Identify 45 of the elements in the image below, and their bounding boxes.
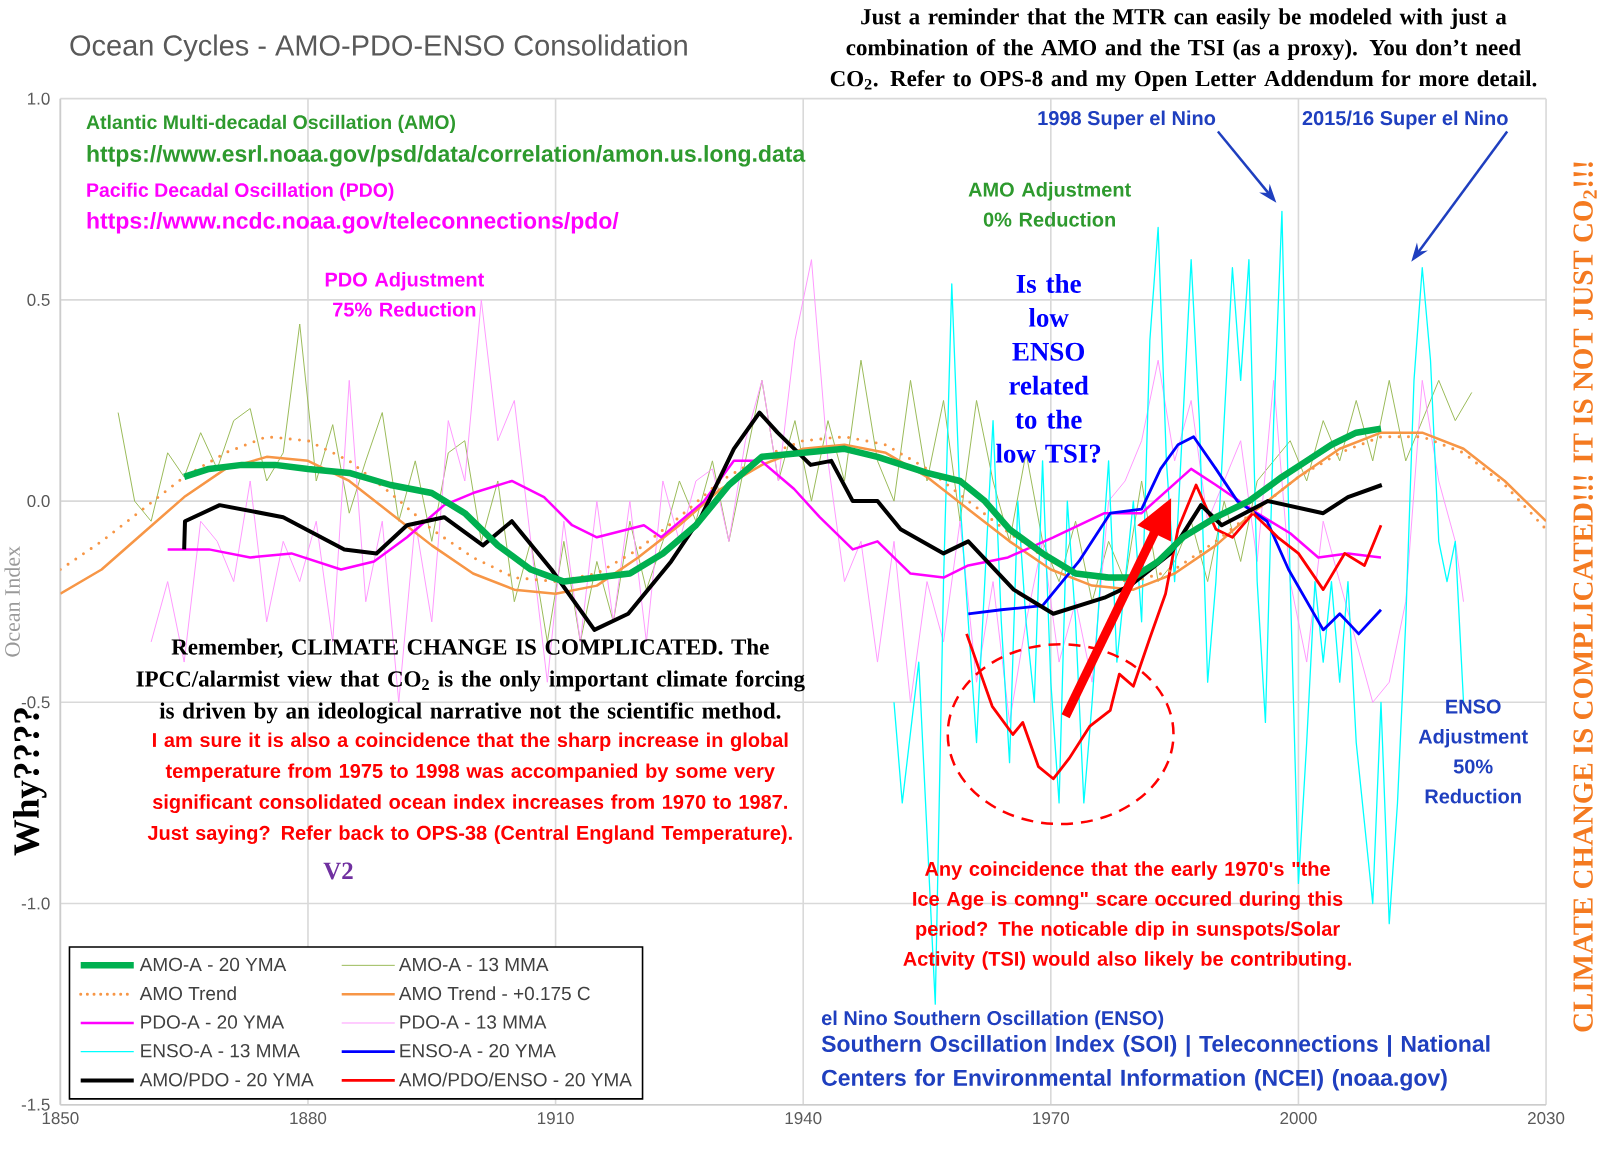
y-tick-label: -1.5 <box>21 1098 50 1111</box>
legend-label: PDO-A - 13 MMA <box>400 1015 547 1029</box>
legend-label: ENSO-A - 13 MMA <box>141 1044 300 1058</box>
text: Just a reminder that the MTR can easily be modeled with just a combination of the AMO and the TSI (as a proxy). You don’t need CO$_{2}$. Refer to OPS-8 and my Open Letter Addendum for more detail. <box>830 8 1537 92</box>
annotation: Southern Oscillation Index (SOI) | Teleconnections | National Centers for Environmental Information (NCEI) (noaa.gov) <box>821 1035 1490 1091</box>
annotation: https://www.esrl.noaa.gov/psd/data/correlation/amon.us.long.data <box>87 145 806 167</box>
y-tick-label: -0.5 <box>21 696 50 709</box>
annotation: el Nino Southern Oscillation (ENSO) <box>821 1010 1164 1030</box>
line-series <box>182 410 1384 633</box>
x-tick-label: 2030 <box>1528 1112 1565 1125</box>
y-tick-label: 0.5 <box>27 294 50 307</box>
y-axis-title: Ocean Index <box>4 546 20 657</box>
legend-label: PDO-A - 20 YMA <box>141 1015 285 1029</box>
annotation: AMO Adjustment 0% Reduction <box>968 182 1131 227</box>
y-tick-label: 1.0 <box>28 92 50 105</box>
x-tick-label: 1970 <box>1033 1112 1070 1125</box>
legend-label: AMO Trend - +0.175 C <box>398 986 590 1001</box>
x-tick-label: 1880 <box>290 1112 327 1125</box>
annotation: Atlantic Multi-decadal Oscillation (AMO) <box>86 114 456 134</box>
text: Why???? <box>12 708 47 856</box>
legend-label: ENSO-A - 20 YMA <box>400 1044 556 1058</box>
annotation: Remember, CLIMATE CHANGE IS COMPLICATED. The IPCC/alarmist view that CO$_{2}$ is the only important climate forcing is driven by an ideological narrative not the scientific method. <box>136 638 805 724</box>
x-tick-label: 1850 <box>42 1112 79 1125</box>
text: CLIMATE CHANGE IS COMPLICATED!!! IT IS NOT JUST CO$_{2}$!!! <box>1573 162 1597 1032</box>
y-tick-label: -1.0 <box>21 897 50 910</box>
annotation: 2015/16 Super el Nino <box>1302 110 1508 130</box>
chart-title: Ocean Cycles - AMO-PDO-ENSO Consolidation <box>70 34 687 62</box>
annotation: Is the low ENSO related to the low TSI? <box>995 274 1101 463</box>
annotation: Pacific Decadal Oscillation (PDO) <box>87 182 394 201</box>
x-tick-label: 1910 <box>538 1112 574 1125</box>
annotation: 1998 Super el Nino <box>1038 110 1216 130</box>
annotation: V2 <box>323 862 353 880</box>
legend-label: AMO-A - 20 YMA <box>139 957 287 972</box>
legend-label: AMO Trend <box>139 986 236 1001</box>
y-tick-label: 0.0 <box>27 495 50 508</box>
line-series <box>966 435 1383 636</box>
annotation: I am sure it is also a coincidence that the sharp increase in global temperature from 1975 to 1998 was accompanied by some very significant consolidated ocean index increases from 1970 to 1987. Just saying? Refer back to OPS-38 (Central England Temperature). <box>147 732 792 845</box>
x-tick-label: 1940 <box>785 1112 822 1125</box>
legend-label: AMO/PDO/ENSO - 20 YMA <box>398 1072 632 1087</box>
x-tick-label: 2000 <box>1280 1112 1317 1125</box>
legend-label: AMO/PDO - 20 YMA <box>139 1072 314 1087</box>
annotation: https://www.ncdc.noaa.gov/teleconnections/pdo/ <box>87 212 619 234</box>
annotation: PDO Adjustment 75% Reduction <box>325 272 485 317</box>
legend-label: AMO-A - 13 MMA <box>398 957 549 972</box>
annotation: ENSO Adjustment 50% Reduction <box>1418 699 1528 804</box>
